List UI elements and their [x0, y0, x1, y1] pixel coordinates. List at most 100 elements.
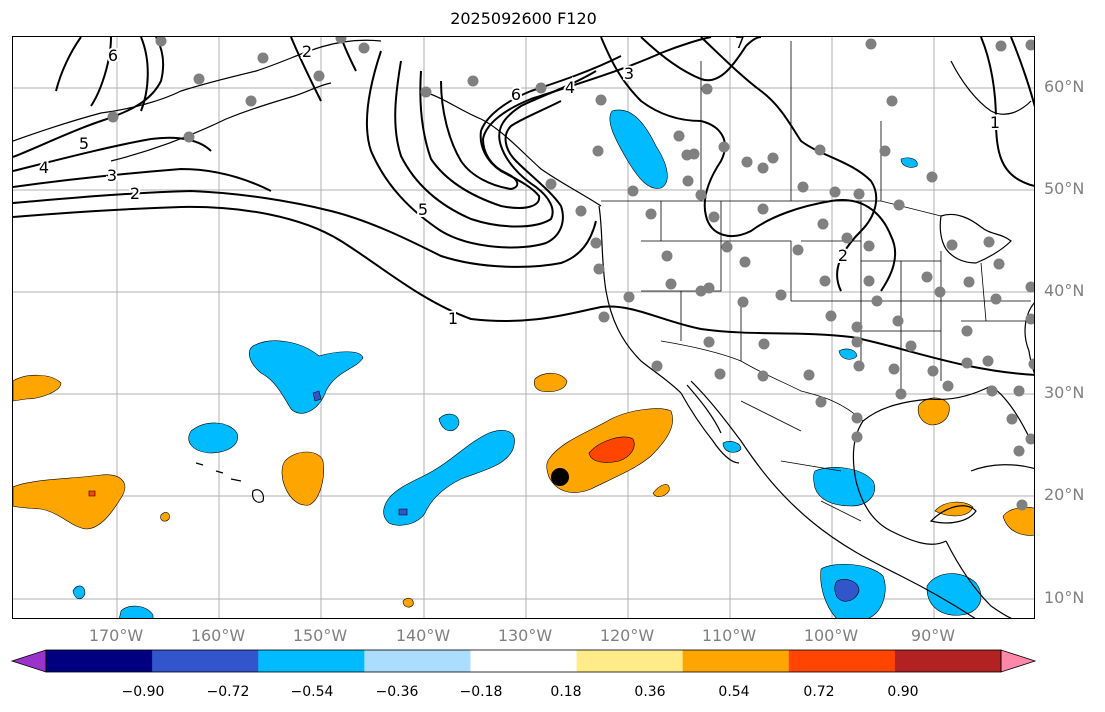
lat-label: 40°N — [1044, 281, 1085, 300]
contour-line — [640, 37, 762, 82]
contour-label: 4 — [39, 158, 49, 177]
western-states — [641, 201, 862, 361]
anomaly-negative — [838, 348, 858, 360]
west-coast-us — [598, 205, 682, 394]
hawaii-islands — [195, 462, 242, 482]
contour-line — [419, 55, 622, 209]
lon-label: 100°W — [803, 626, 859, 645]
contour-label: 5 — [79, 134, 89, 153]
contour-label: 2 — [302, 42, 312, 61]
gulf-of-california — [686, 384, 722, 434]
colorbar-swatch — [682, 650, 790, 672]
contour-label: 2 — [838, 246, 848, 265]
baja-california — [680, 392, 740, 464]
contour-line — [1010, 37, 1034, 108]
contour-line — [394, 60, 597, 228]
colorbar-tick-label: −0.36 — [375, 684, 419, 700]
mexico-states — [740, 400, 862, 522]
anomaly-negative — [119, 605, 154, 618]
lon-label: 90°W — [910, 626, 956, 645]
colorbar-tick-label: −0.18 — [459, 684, 503, 700]
anomaly-negative — [834, 579, 860, 602]
lon-label: 110°W — [701, 626, 757, 645]
gulf-coast — [852, 385, 992, 545]
lat-label: 50°N — [1044, 179, 1085, 198]
colorbar-swatch — [10, 649, 47, 673]
anomaly-positive — [917, 397, 950, 426]
anomaly-negative-strong — [398, 508, 408, 516]
map-panel[interactable]: 5 4 3 2 2 1 6 4 3 5 1 2 7 6 — [12, 36, 1035, 619]
shaded-anomalies — [13, 109, 1034, 618]
contour-label: 2 — [130, 184, 140, 203]
lon-label: 160°W — [190, 626, 246, 645]
contour-line — [13, 205, 1034, 376]
colorbar-swatch — [788, 650, 896, 672]
colorbar-outline — [45, 649, 1002, 673]
anomaly-positive — [160, 512, 170, 522]
us-canada-border — [601, 200, 942, 217]
contour-line — [365, 50, 564, 249]
colorbar-tick-label: 0.18 — [550, 684, 582, 700]
contour-line — [55, 37, 149, 112]
station-dots — [107, 37, 1034, 511]
contour-line — [13, 189, 597, 268]
anomaly-positive — [934, 501, 974, 517]
anomaly-negative — [926, 573, 982, 616]
anomaly-positive-strong — [88, 490, 96, 497]
east-coast — [1024, 302, 1034, 375]
colorbar-tick-label: −0.90 — [121, 684, 165, 700]
central-america-coast — [945, 540, 1013, 618]
central-states — [861, 251, 1031, 391]
colorbar-swatch — [258, 650, 365, 672]
anomaly-negative — [438, 413, 460, 432]
lon-label: 150°W — [292, 626, 348, 645]
lat-label: 10°N — [1044, 588, 1085, 607]
storm-center-marker — [551, 468, 569, 486]
contour-label: 3 — [107, 166, 117, 185]
lat-label: 30°N — [1044, 383, 1085, 402]
contour-label: 6 — [511, 85, 521, 104]
contour-line — [700, 37, 878, 292]
anomaly-positive — [652, 484, 670, 497]
anomaly-positive — [13, 474, 126, 530]
anomaly-negative — [900, 157, 918, 168]
colorbar-swatch — [894, 650, 1002, 672]
lon-label: 120°W — [599, 626, 655, 645]
coastlines — [13, 39, 1034, 618]
contour-label: 4 — [565, 78, 575, 97]
colorbar-swatch — [364, 650, 471, 672]
colorbar-swatch — [46, 650, 153, 672]
anomaly-positive — [281, 451, 324, 506]
lon-label: 130°W — [497, 626, 553, 645]
anomaly-negative — [383, 430, 515, 526]
contour-line — [13, 167, 272, 192]
contour-label: 7 — [735, 37, 745, 52]
colorbar-tick-label: −0.72 — [206, 684, 250, 700]
anomaly-positive — [533, 372, 568, 392]
anomaly-negative — [722, 441, 742, 453]
colorbar-swatch — [152, 650, 259, 672]
anomaly-positive — [13, 374, 62, 402]
lat-label: 60°N — [1044, 77, 1085, 96]
contour-line — [440, 37, 712, 191]
anomaly-negative — [188, 422, 238, 454]
borders — [601, 41, 1031, 522]
alaska-coast — [13, 39, 382, 142]
colorbar-tick-label: 0.72 — [803, 684, 835, 700]
hawaii-big-island — [252, 489, 264, 503]
contour-label: 6 — [108, 46, 118, 65]
map-canvas: 5 4 3 2 2 1 6 4 3 5 1 2 7 6 — [13, 37, 1034, 618]
hudson-bay — [950, 60, 1032, 115]
contour-label: 1 — [448, 309, 458, 328]
lon-label: 170°W — [88, 626, 144, 645]
colorbar — [10, 649, 1037, 673]
southeast-alaska-coast — [420, 90, 602, 207]
mexico-pacific-coast — [690, 380, 976, 618]
yucatan — [929, 505, 977, 524]
contour-line — [13, 37, 165, 158]
contour-label: 1 — [990, 113, 1000, 132]
anomaly-negative — [248, 340, 364, 414]
colorbar-tick-label: 0.54 — [718, 684, 750, 700]
gridlines — [13, 37, 1034, 618]
colorbar-swatch — [470, 650, 578, 672]
